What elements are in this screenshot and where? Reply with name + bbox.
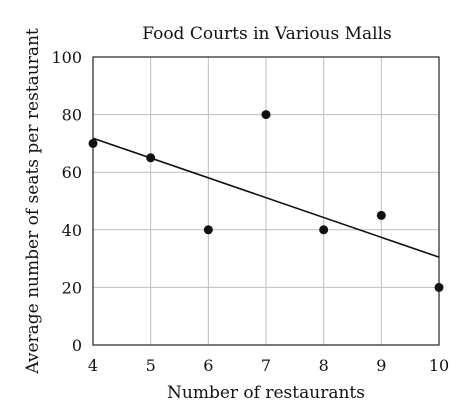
y-tick-label: 100 [51, 48, 82, 67]
x-tick-label: 7 [261, 356, 271, 375]
y-tick-label: 80 [62, 106, 82, 125]
y-tick-labels: 0 20 40 60 80 100 [51, 48, 82, 355]
data-point [88, 138, 98, 148]
y-tick-label: 60 [62, 163, 82, 182]
x-tick-label: 8 [319, 356, 329, 375]
x-tick-label: 9 [376, 356, 386, 375]
x-axis-label: Number of restaurants [167, 383, 365, 403]
data-point [261, 110, 271, 120]
chart-title: Food Courts in Various Malls [142, 24, 392, 44]
x-tick-label: 5 [146, 356, 156, 375]
y-axis-label: Average number of seats per restaurant [23, 28, 43, 375]
data-point [319, 225, 329, 235]
plot-frame [92, 56, 440, 346]
x-tick-label: 10 [429, 356, 449, 375]
data-points [88, 110, 444, 292]
y-tick-label: 20 [62, 278, 82, 297]
y-tick-label: 0 [72, 336, 82, 355]
x-tick-labels: 4 5 6 7 8 9 10 [88, 356, 449, 375]
data-point [146, 153, 156, 163]
y-tick-label: 40 [62, 221, 82, 240]
x-tick-label: 6 [203, 356, 213, 375]
data-point [376, 210, 386, 220]
x-tick-label: 4 [88, 356, 98, 375]
data-point [434, 282, 444, 292]
data-point [203, 225, 213, 235]
gridlines [92, 56, 440, 346]
